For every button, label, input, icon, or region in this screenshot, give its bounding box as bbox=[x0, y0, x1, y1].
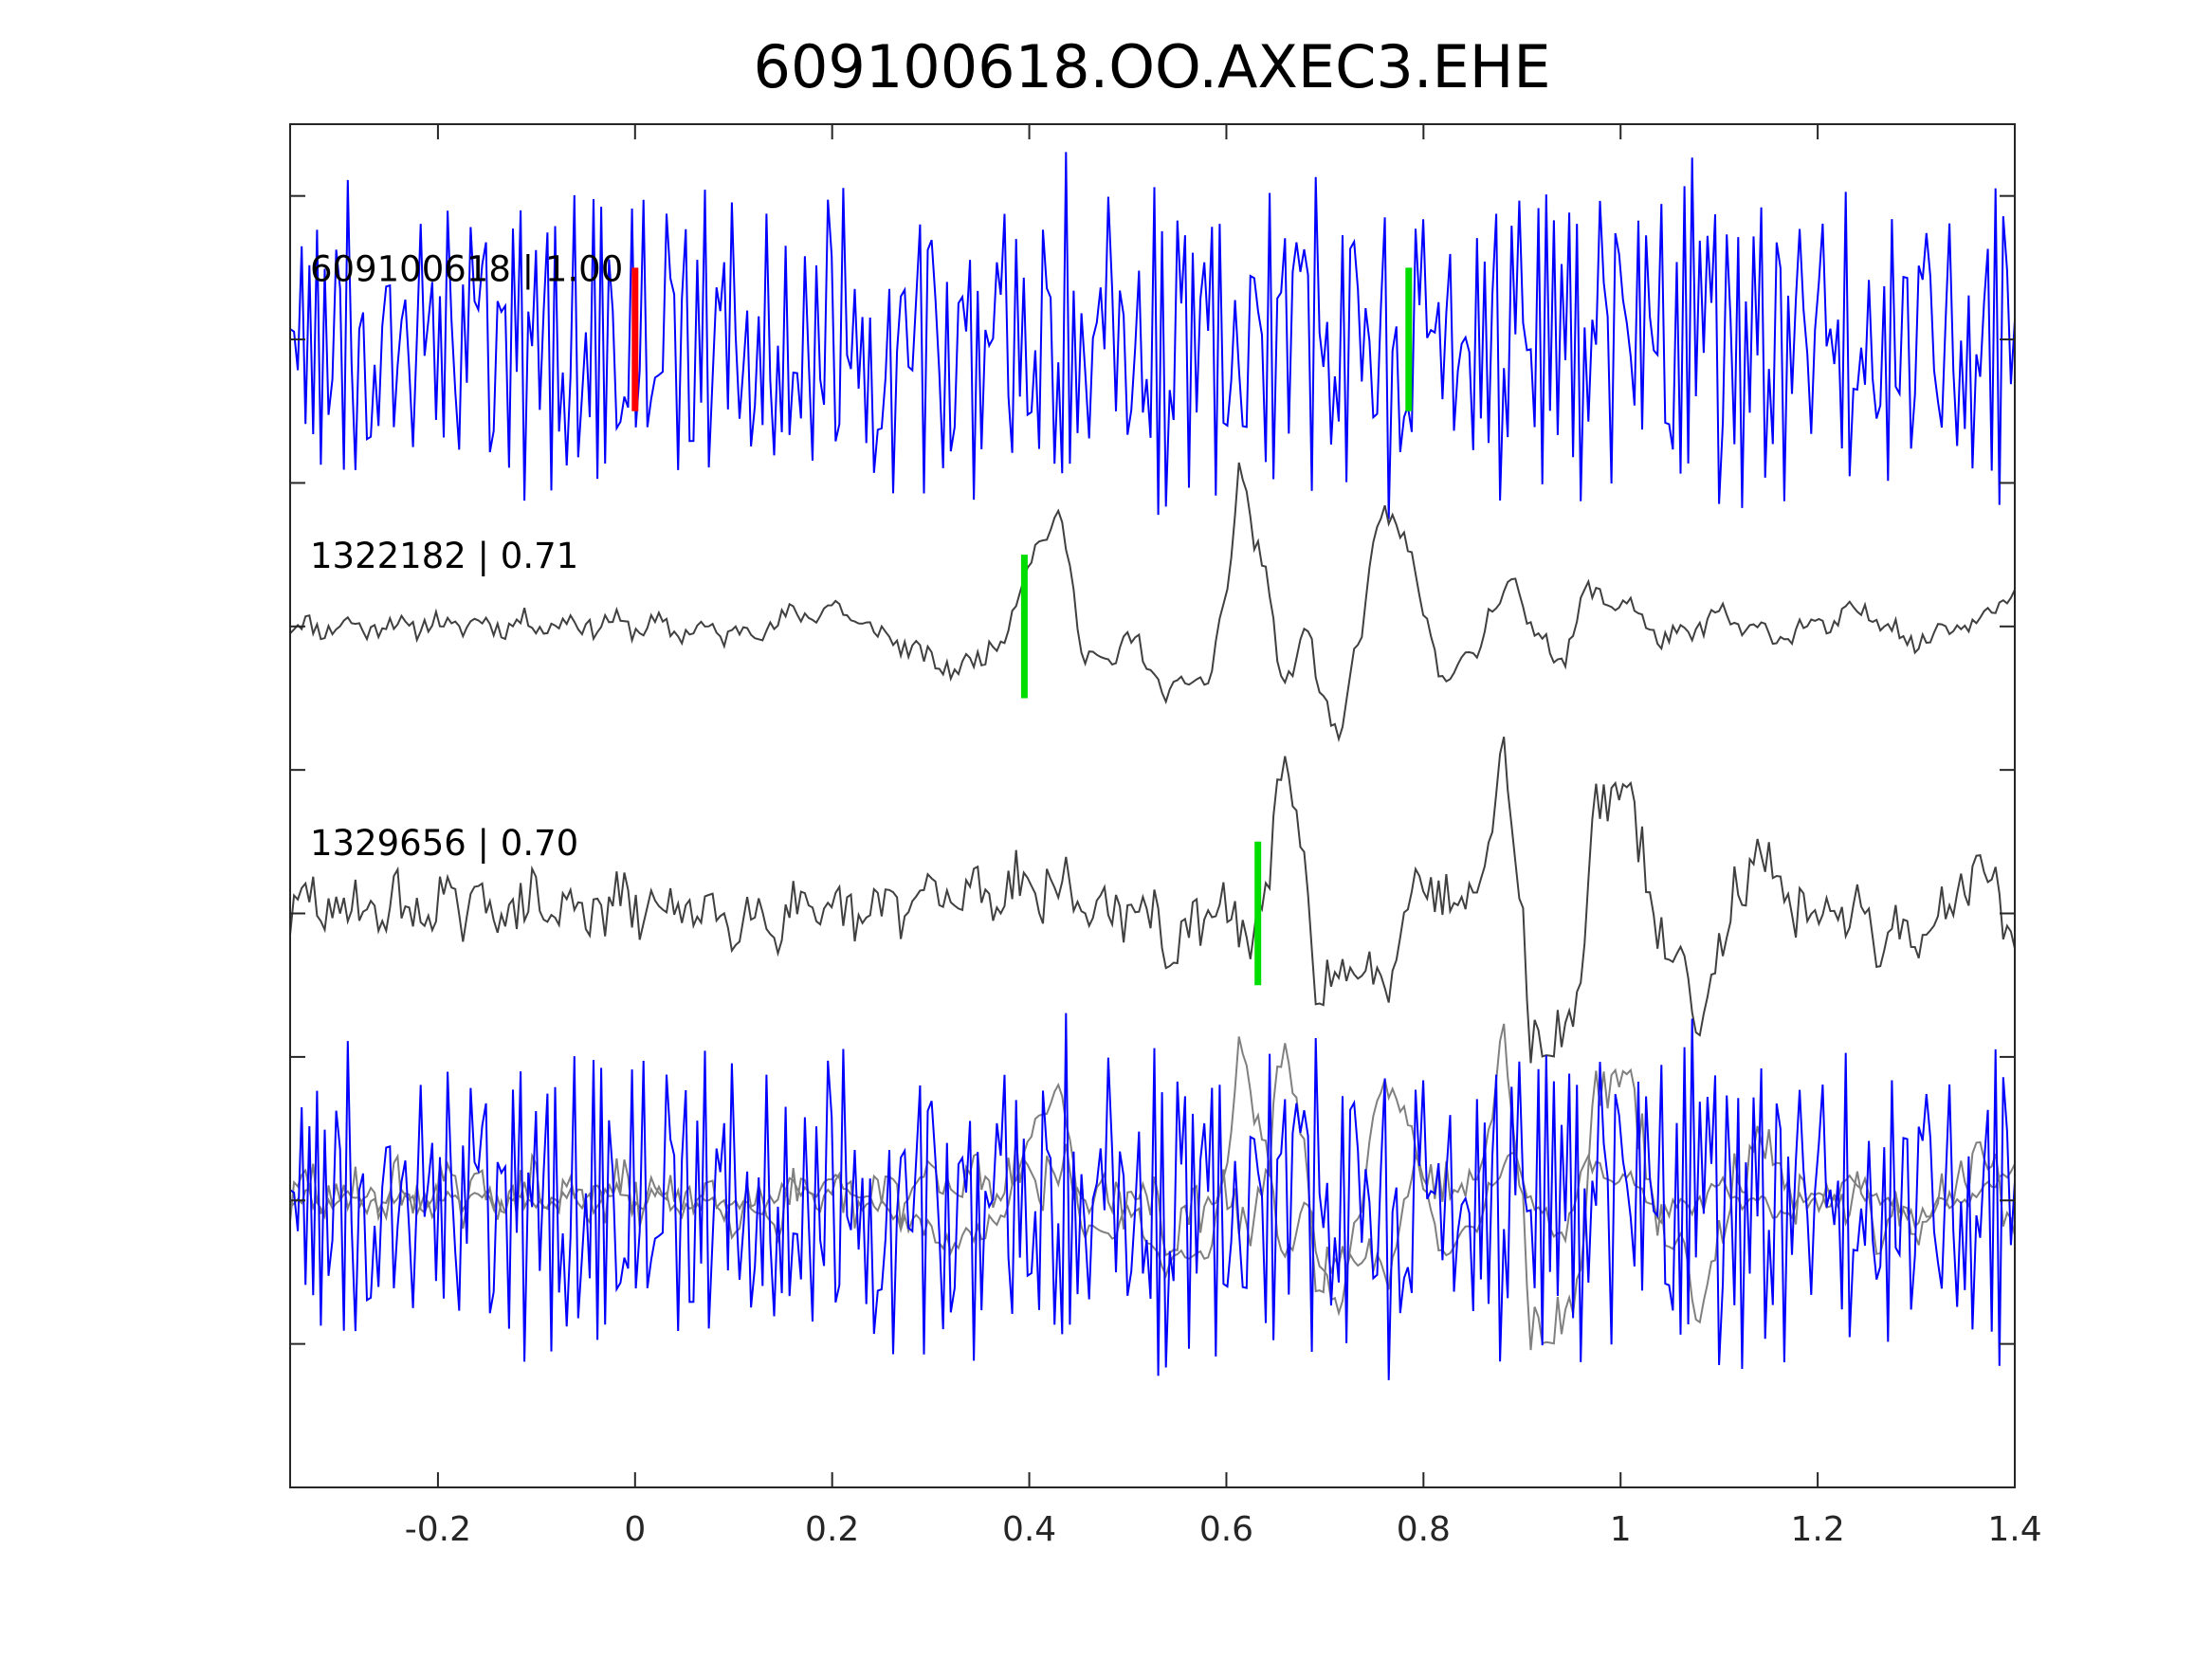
x-tick-label: 1 bbox=[1610, 1510, 1632, 1549]
series-line-1 bbox=[289, 462, 2016, 743]
x-tick-label: 0 bbox=[624, 1510, 646, 1549]
trace-labels: 609100618 | 1.00 1322182 | 0.71 1329656 | … bbox=[310, 248, 623, 863]
trace-label-1: 1322182 | 0.71 bbox=[310, 536, 578, 576]
x-tick-label: 1.2 bbox=[1790, 1510, 1844, 1549]
trace-group-0 bbox=[289, 152, 2016, 520]
trace-group-1 bbox=[289, 462, 2016, 743]
series-line-master bbox=[289, 152, 2016, 520]
x-tick-label: 0.6 bbox=[1199, 1510, 1253, 1549]
x-tick-label: 0.4 bbox=[1002, 1510, 1056, 1549]
x-tick-label: -0.2 bbox=[405, 1510, 471, 1549]
axis-ticks: -0.2 0 0.2 0.4 0.6 0.8 1 1.2 1.4 bbox=[290, 124, 2042, 1549]
plot-area bbox=[289, 152, 2016, 1380]
chart-title: 609100618.OO.AXEC3.EHE bbox=[754, 32, 1551, 101]
x-tick-label: 1.4 bbox=[1987, 1510, 2041, 1549]
series-line-2 bbox=[289, 736, 2016, 1064]
trace-group-2 bbox=[289, 736, 2016, 1064]
x-tick-label: 0.2 bbox=[805, 1510, 859, 1549]
axes-frame bbox=[289, 123, 2016, 1488]
trace-label-2: 1329656 | 0.70 bbox=[310, 823, 578, 864]
x-tick-label: 0.8 bbox=[1397, 1510, 1451, 1549]
overlay-line-template-1 bbox=[289, 1036, 2016, 1317]
trace-label-0: 609100618 | 1.00 bbox=[310, 248, 623, 289]
trace-group-3 bbox=[289, 1012, 2016, 1380]
overlay-line-master bbox=[289, 1012, 2016, 1380]
